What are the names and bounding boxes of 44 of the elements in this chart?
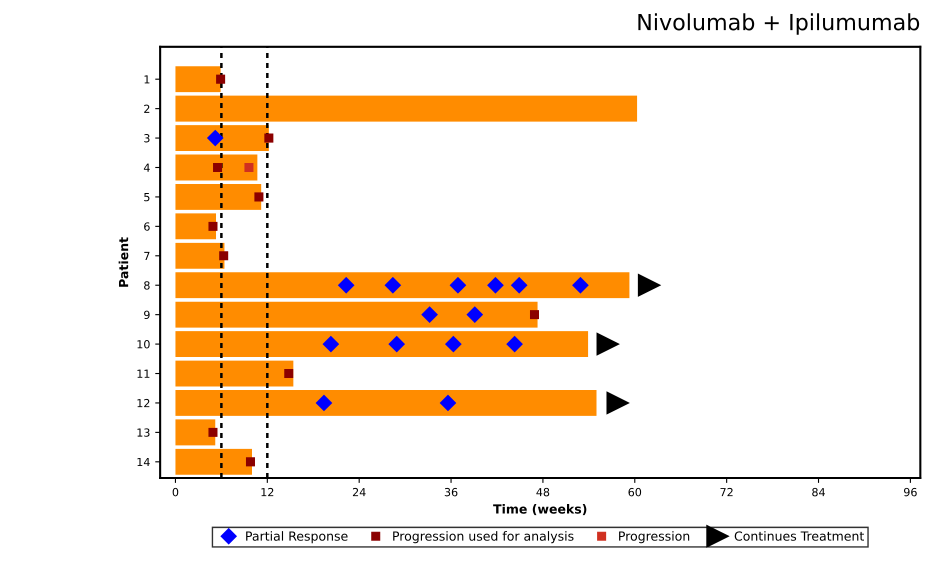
- y-tick-label: 6: [144, 222, 150, 231]
- bar: [175, 96, 638, 122]
- chart-title: Nivolumab + Ipilumumab: [638, 13, 920, 35]
- bar: [175, 272, 630, 298]
- bar: [175, 154, 258, 180]
- legend-label: Continues Treatment: [734, 531, 864, 541]
- y-tick-label: 4: [144, 164, 150, 172]
- bar: [175, 302, 538, 328]
- bar: [175, 390, 597, 416]
- x-tick-label: 24: [352, 488, 366, 496]
- x-tick-label: 12: [261, 488, 274, 496]
- legend-label: Progression: [619, 531, 690, 544]
- bar: [175, 448, 252, 475]
- bar: [175, 360, 294, 386]
- y-tick-label: 10: [138, 340, 150, 348]
- bar: [175, 125, 269, 152]
- x-tick-label: 60: [628, 488, 642, 496]
- y-axis-title: Patient: [118, 237, 128, 287]
- y-tick-label: 2: [144, 104, 150, 113]
- bar: [175, 213, 216, 240]
- y-tick-label: 13: [138, 428, 150, 437]
- y-tick-label: 8: [144, 281, 150, 290]
- bar: [175, 66, 221, 92]
- x-tick-label: 96: [904, 488, 917, 496]
- bar: [175, 242, 224, 269]
- legend-label: Partial Response: [246, 531, 348, 544]
- y-tick-label: 14: [138, 458, 150, 466]
- y-tick-label: 7: [144, 252, 150, 260]
- x-tick-label: 84: [812, 488, 825, 496]
- x-tick-label: 72: [720, 488, 733, 496]
- y-tick-label: 5: [144, 193, 150, 202]
- bar: [175, 419, 216, 446]
- bar: [175, 184, 262, 210]
- y-tick-label: 3: [144, 134, 150, 142]
- y-tick-label: 1: [144, 75, 150, 84]
- x-tick-label: 48: [536, 488, 550, 496]
- y-tick-label: 11: [138, 370, 150, 378]
- y-tick-label: 9: [144, 310, 150, 320]
- x-axis-title: Time (weeks): [493, 504, 586, 516]
- y-tick-label: 12: [138, 398, 150, 408]
- x-tick-label: 0: [172, 488, 178, 496]
- bar: [175, 331, 588, 358]
- legend-label: Progression used for analysis: [393, 531, 574, 544]
- x-tick-label: 36: [444, 488, 458, 496]
